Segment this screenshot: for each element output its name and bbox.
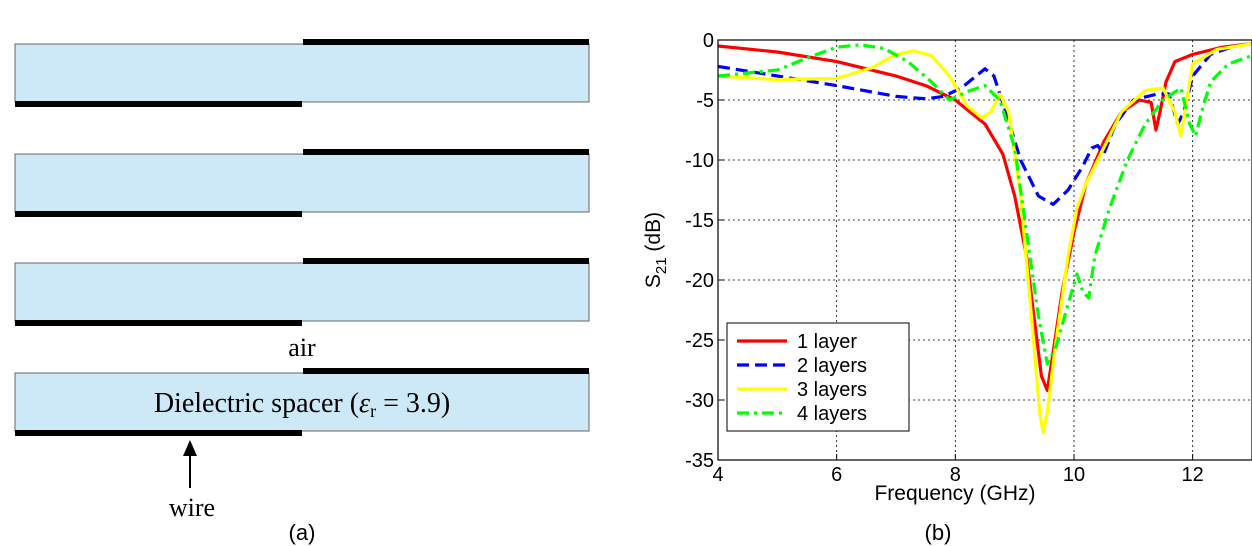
dielectric-layer-1 (14, 39, 590, 107)
x-tick-label: 8 (950, 464, 961, 486)
legend-label-4-layers: 4 layers (797, 403, 867, 425)
plot-frame (717, 39, 1252, 461)
wire-strip-top (303, 368, 589, 374)
spacer-label-prefix: Dielectric spacer ( (154, 388, 359, 419)
x-axis-ticks: 4 6 8 10 12 (712, 454, 1204, 486)
y-axis-ticks: 0 -5 -10 -15 -20 -25 -30 -35 (685, 30, 724, 472)
legend-label-3-layers: 3 layers (797, 379, 867, 401)
wire-strip-bottom (15, 211, 302, 217)
series-line-4-layers (717, 43, 1252, 366)
y-axis-label: S21 (dB) (642, 212, 670, 288)
epsilon-value: = 3.9) (376, 388, 450, 419)
y-tick-label: -25 (685, 330, 714, 352)
y-tick-label: -35 (685, 450, 714, 472)
wire-strip-bottom (15, 320, 302, 326)
wire-strip-bottom (15, 101, 302, 107)
wire-arrow-icon (183, 440, 197, 488)
dielectric-layer-4 (14, 368, 590, 436)
x-axis-label: Frequency (GHz) (874, 482, 1035, 505)
dielectric-spacer-label: Dielectric spacer (εr = 3.9) (154, 388, 450, 421)
y-tick-label: -5 (696, 90, 714, 112)
x-tick-label: 4 (712, 464, 723, 486)
legend-label-2-layers: 2 layers (797, 355, 867, 377)
caption-b: (b) (925, 520, 952, 545)
series-layer (717, 42, 1252, 434)
epsilon-symbol: ε (359, 388, 370, 419)
wire-strip-top (303, 39, 589, 45)
dielectric-slab (14, 43, 590, 103)
y-axis-label-main: S (642, 274, 665, 288)
y-axis-label-sub: 21 (653, 257, 670, 274)
dielectric-slab (14, 372, 590, 432)
legend-label-1-layer: 1 layer (797, 331, 857, 353)
x-tick-label: 12 (1182, 464, 1204, 486)
wire-label: wire (169, 493, 215, 522)
dielectric-slab (14, 262, 590, 322)
dielectric-layer-2 (14, 149, 590, 217)
air-label: air (288, 333, 316, 362)
y-tick-label: 0 (703, 30, 714, 52)
y-tick-label: -20 (685, 270, 714, 292)
dielectric-layer-3 (14, 258, 590, 326)
y-tick-label: -30 (685, 390, 714, 412)
dielectric-slab (14, 153, 590, 213)
wire-strip-bottom (15, 430, 302, 436)
series-line-3-layers (717, 42, 1252, 434)
wire-strip-top (303, 149, 589, 155)
y-tick-label: -15 (685, 210, 714, 232)
caption-a: (a) (289, 520, 316, 545)
epsilon-subscript: r (370, 401, 376, 421)
series-line-2-layers (717, 42, 1252, 206)
panel-a-layer-diagram: air Dielectric spacer (εr = 3.9) wire (a… (14, 39, 590, 545)
wire-strip-top (303, 258, 589, 264)
x-tick-label: 10 (1063, 464, 1085, 486)
panel-b-s21-chart: 4 6 8 10 12 0 -5 -10 -15 -20 -25 -30 -35 Frequency … (642, 30, 1252, 545)
y-axis-label-unit: (dB) (642, 212, 665, 258)
x-tick-label: 6 (831, 464, 842, 486)
y-tick-label: -10 (685, 150, 714, 172)
